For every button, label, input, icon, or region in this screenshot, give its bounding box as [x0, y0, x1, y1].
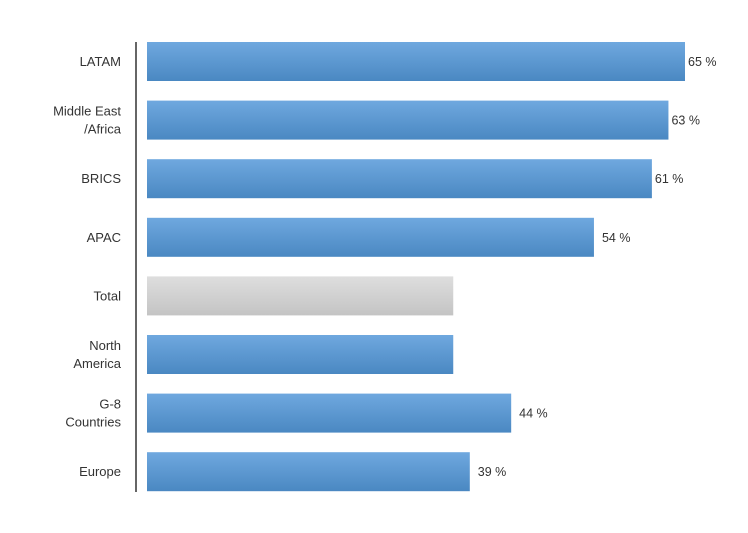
value-label-middle-east-africa: 63 %: [671, 114, 700, 128]
category-label-brics: BRICS: [81, 171, 121, 186]
category-label-latam: LATAM: [80, 54, 121, 69]
category-label-total: Total: [94, 288, 122, 303]
category-labels-group: LATAM Middle East/Africa BRICS APAC Total Nor…: [53, 54, 122, 479]
bar-europe: [147, 452, 470, 492]
category-label-apac: APAC: [87, 230, 121, 245]
bar-latam: [147, 42, 685, 81]
bar-north-america: [147, 335, 454, 374]
bar-total: [147, 276, 454, 316]
value-labels-group: 65 % 63 % 61 % 54 % 44 % 39 %: [478, 55, 717, 479]
value-label-latam: 65 %: [688, 55, 717, 69]
category-label-middle-east-africa: Middle East/Africa: [53, 104, 122, 137]
value-label-brics: 61 %: [655, 172, 684, 186]
category-label-north-america: North America: [73, 338, 121, 371]
category-label-g-8-countries: G-8 Countries: [65, 397, 121, 430]
value-label-europe: 39 %: [478, 465, 507, 479]
value-label-apac: 54 %: [602, 231, 631, 245]
bar-apac: [147, 217, 594, 257]
bar-middle-east-africa: [147, 100, 669, 140]
category-label-europe: Europe: [79, 464, 121, 479]
bars-group: [147, 42, 685, 492]
value-label-g-8-countries: 44 %: [519, 407, 548, 421]
bar-g-8-countries: [147, 393, 512, 433]
bar-brics: [147, 159, 652, 199]
